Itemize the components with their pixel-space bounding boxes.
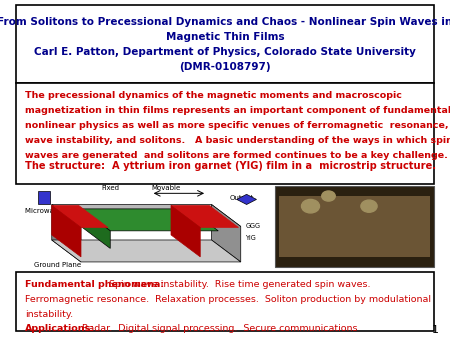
Polygon shape: [52, 204, 241, 226]
Text: Fundamental phenomena:: Fundamental phenomena:: [25, 280, 164, 289]
Polygon shape: [52, 240, 241, 262]
FancyBboxPatch shape: [274, 186, 434, 267]
Text: Applications:: Applications:: [25, 324, 94, 333]
Text: Spin wave instability.  Rise time generated spin waves.: Spin wave instability. Rise time generat…: [104, 280, 371, 289]
Text: 1: 1: [432, 324, 439, 335]
Text: waves are generated  and solitons are formed continues to be a key challenge.: waves are generated and solitons are for…: [25, 151, 448, 160]
Circle shape: [322, 191, 335, 201]
Polygon shape: [81, 209, 110, 248]
Text: Fixed: Fixed: [101, 185, 119, 191]
Text: Radar.  Digital signal processing.  Secure communications: Radar. Digital signal processing. Secure…: [76, 324, 358, 333]
Text: From Solitons to Precessional Dynamics and Chaos - Nonlinear Spin Waves in: From Solitons to Precessional Dynamics a…: [0, 17, 450, 27]
Polygon shape: [52, 206, 81, 257]
Text: Output: Output: [230, 195, 254, 201]
Polygon shape: [52, 204, 81, 262]
Polygon shape: [212, 204, 241, 262]
Text: YIG: YIG: [245, 235, 256, 241]
Text: Ground Plane: Ground Plane: [34, 262, 81, 268]
Polygon shape: [81, 209, 218, 231]
Text: Magnetic Thin Films: Magnetic Thin Films: [166, 32, 284, 42]
FancyBboxPatch shape: [16, 272, 434, 331]
Text: magnetization in thin films represents an important component of fundamental: magnetization in thin films represents a…: [25, 106, 450, 115]
Text: GGG: GGG: [245, 223, 260, 230]
Polygon shape: [52, 206, 108, 227]
FancyBboxPatch shape: [279, 196, 430, 257]
Circle shape: [361, 200, 377, 212]
Text: Movable: Movable: [152, 185, 181, 191]
Text: The precessional dynamics of the magnetic moments and macroscopic: The precessional dynamics of the magneti…: [25, 91, 401, 100]
Polygon shape: [171, 206, 238, 227]
Text: Carl E. Patton, Department of Physics, Colorado State University: Carl E. Patton, Department of Physics, C…: [34, 47, 416, 57]
Text: nonlinear physics as well as more specific venues of ferromagnetic  resonance, s: nonlinear physics as well as more specif…: [25, 121, 450, 130]
Text: The structure:  A yttrium iron garnet (YIG) film in a  microstrip structure.: The structure: A yttrium iron garnet (YI…: [25, 161, 436, 171]
Text: instability.: instability.: [25, 310, 73, 319]
Text: Ferromagnetic resonance.  Relaxation processes.  Soliton production by modulatio: Ferromagnetic resonance. Relaxation proc…: [25, 295, 431, 304]
Polygon shape: [237, 194, 256, 204]
FancyBboxPatch shape: [16, 5, 434, 83]
Text: Microwave input: Microwave input: [25, 208, 82, 214]
FancyBboxPatch shape: [16, 83, 434, 184]
Text: (DMR-0108797): (DMR-0108797): [179, 62, 271, 72]
Polygon shape: [171, 206, 200, 257]
Circle shape: [302, 199, 319, 213]
Text: wave instability, and solitons.   A basic understanding of the ways in which spi: wave instability, and solitons. A basic …: [25, 136, 450, 145]
FancyBboxPatch shape: [38, 191, 50, 204]
